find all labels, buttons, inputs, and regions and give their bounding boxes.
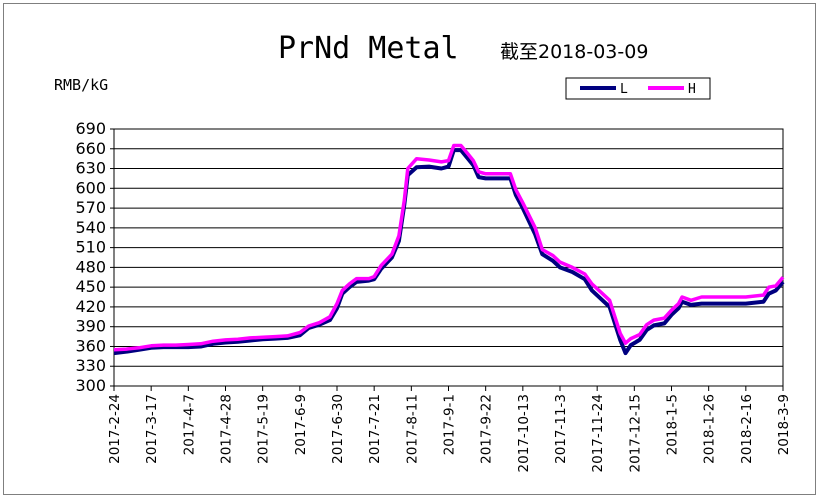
y-tick-label: 300 — [75, 376, 106, 395]
legend: L H — [565, 77, 711, 100]
y-tick-label: 630 — [75, 159, 106, 178]
x-tick-label: 2017-2-24 — [107, 394, 123, 464]
x-tick-label: 2018-3-9 — [776, 394, 792, 455]
legend-box — [565, 77, 711, 100]
y-tick-label: 690 — [75, 119, 106, 138]
series-line-l — [113, 148, 785, 356]
y-tick-label: 450 — [75, 277, 106, 296]
y-tick-label: 660 — [75, 139, 106, 158]
x-tick-label: 2017-4-7 — [181, 394, 197, 455]
x-tick-label: 2018-1-26 — [702, 394, 718, 464]
x-tick-label: 2018-1-5 — [665, 394, 681, 455]
y-tick-label: 330 — [75, 356, 106, 375]
x-tick-label: 2017-7-21 — [367, 394, 383, 464]
x-tick-label: 2017-8-11 — [404, 394, 420, 464]
chart-subtitle: 截至2018-03-09 — [500, 41, 648, 63]
x-tick-label: 2017-6-30 — [330, 394, 346, 464]
y-tick-label: 360 — [75, 336, 106, 355]
y-tick-label: 510 — [75, 238, 106, 257]
y-tick-label: 600 — [75, 178, 106, 197]
x-tick-label: 2017-10-13 — [516, 394, 532, 472]
x-tick-label: 2017-6-9 — [293, 394, 309, 455]
y-tick-label: 480 — [75, 257, 106, 276]
y-tick-label: 570 — [75, 198, 106, 217]
x-tick-label: 2017-9-22 — [479, 394, 495, 464]
x-tick-label: 2017-12-15 — [627, 394, 643, 472]
x-axis-ticks: 2017-2-24 2017-3-17 2017-4-7 2017-4-28 2017-… — [107, 386, 792, 472]
legend-label-l: L — [620, 82, 628, 97]
plot-area: 6906606306005705405104804504203903603303… — [75, 119, 792, 472]
x-tick-label: 2017-5-19 — [256, 394, 272, 464]
y-tick-label: 420 — [75, 297, 106, 316]
series-line-h — [113, 143, 785, 352]
y-axis-ticks: 6906606306005705405104804504203903603303… — [75, 119, 114, 395]
y-tick-label: 390 — [75, 317, 106, 336]
series-lines — [113, 143, 785, 356]
chart-title: PrNd Metal — [278, 31, 459, 66]
y-tick-label: 540 — [75, 218, 106, 237]
x-tick-label: 2017-9-1 — [442, 394, 458, 455]
x-tick-label: 2017-4-28 — [219, 394, 235, 464]
gridlines — [114, 148, 783, 367]
x-tick-label: 2017-3-17 — [144, 394, 160, 464]
x-tick-label: 2018-2-16 — [739, 394, 755, 464]
x-tick-label: 2017-11-24 — [590, 394, 606, 472]
y-axis-unit-label: RMB/kG — [54, 76, 108, 94]
x-tick-label: 2017-11-3 — [553, 394, 569, 464]
legend-label-h: H — [688, 82, 696, 97]
